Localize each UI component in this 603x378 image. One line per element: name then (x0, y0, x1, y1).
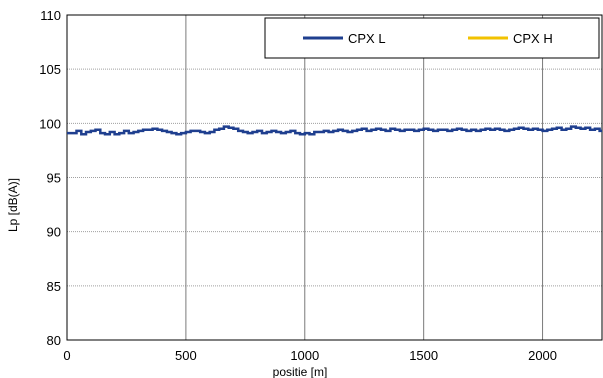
y-gridlines (67, 68, 602, 287)
x-tick-label: 500 (175, 348, 197, 363)
y-tick-label: 90 (47, 225, 61, 240)
y-tick-label: 105 (39, 62, 61, 77)
x-tick-labels: 0 500 1000 1500 2000 (63, 348, 557, 363)
legend: CPX L CPX H (264, 17, 600, 59)
y-tick-label: 100 (39, 116, 61, 131)
x-tick-label: 1500 (409, 348, 438, 363)
x-axis-title: positie [m] (273, 365, 328, 378)
y-axis-title: Lp [dB(A)] (6, 178, 20, 232)
series-line-cpx-l (67, 125, 602, 136)
x-tick-label: 2000 (528, 348, 557, 363)
y-tick-label: 80 (47, 333, 61, 348)
y-tick-labels: 80 85 90 95 100 105 110 (39, 8, 61, 348)
x-tick-label: 1000 (290, 348, 319, 363)
x-tick-label: 0 (63, 348, 70, 363)
series-group (67, 125, 602, 136)
legend-label-cpx-l: CPX L (348, 31, 386, 46)
legend-label-cpx-h: CPX H (513, 31, 553, 46)
y-tick-label: 110 (40, 8, 61, 23)
y-tick-label: 95 (47, 171, 61, 186)
plot-area-frame (66, 14, 603, 341)
x-gridlines (185, 15, 544, 340)
y-tick-label: 85 (47, 279, 61, 294)
